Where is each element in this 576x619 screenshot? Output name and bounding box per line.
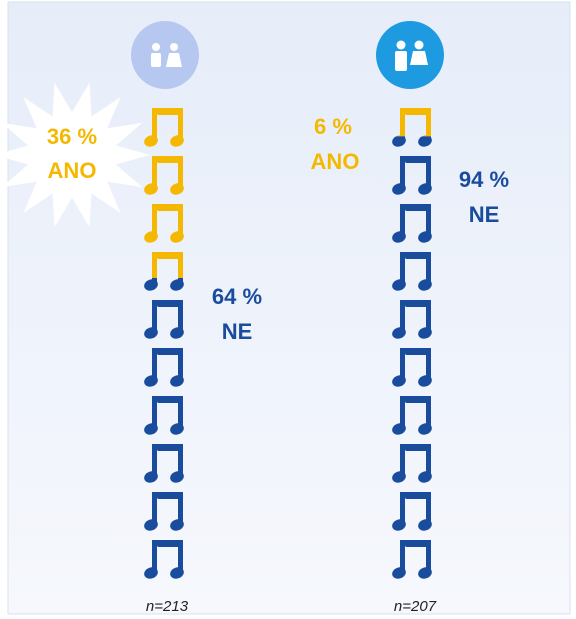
panel: [7, 1, 571, 615]
percent-label: 94 %: [459, 167, 509, 192]
sample-size: n=207: [394, 598, 437, 615]
percent-label: 6 %: [314, 114, 352, 139]
legend-label: ANO: [311, 149, 360, 174]
icon-left: [131, 21, 199, 89]
starburst: [0, 82, 150, 228]
sample-size: n=213: [146, 598, 189, 615]
percent-label: 64 %: [212, 284, 262, 309]
legend-label: NE: [469, 202, 500, 227]
legend-label: ANO: [48, 158, 97, 183]
legend-label: NE: [222, 319, 253, 344]
percent-label: 36 %: [47, 124, 97, 149]
icon-right: [376, 21, 444, 89]
